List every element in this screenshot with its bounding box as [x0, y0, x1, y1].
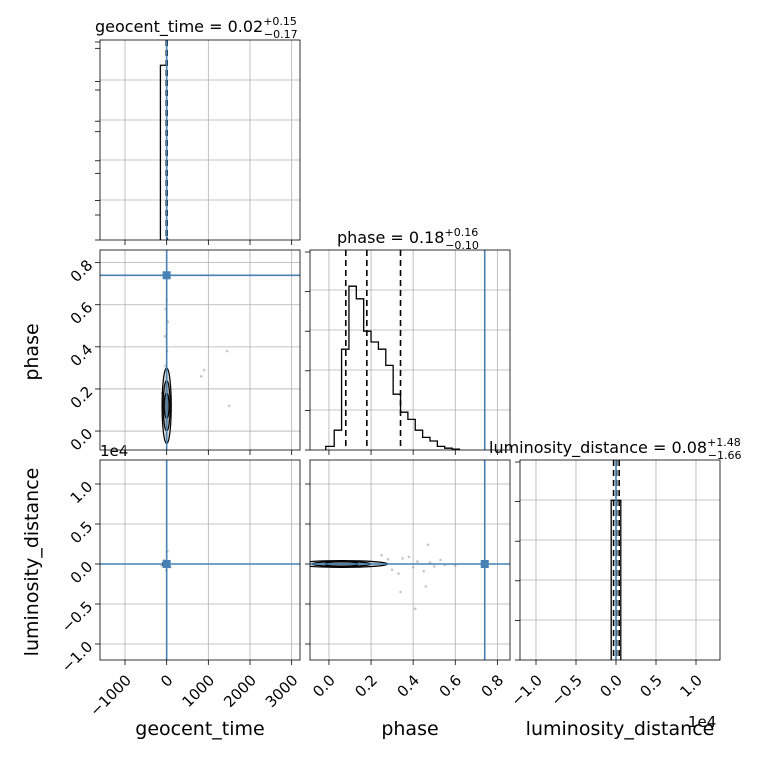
luminosity-distance-y-offset-label: 1e4: [100, 442, 128, 460]
scatter-point: [453, 564, 457, 567]
x-axis-label-geocent-time: geocent_time: [135, 718, 264, 740]
title-lower-error: −0.10: [445, 239, 479, 252]
panel-border: [519, 459, 721, 661]
panel-border: [309, 459, 511, 661]
x-tick-label: 1000: [179, 671, 219, 711]
y-axis-label-phase: phase: [21, 323, 43, 380]
scatter-point: [397, 572, 400, 575]
panel-border: [99, 459, 301, 661]
y-tick-label: −1.0: [58, 638, 96, 676]
scatter-point: [432, 565, 436, 568]
x-tick-label: 0.5: [636, 671, 666, 701]
panel-border: [99, 39, 301, 241]
title-text: phase = 0.18: [337, 228, 444, 247]
phase-title: phase = 0.18+0.16 −0.10: [337, 226, 479, 252]
x-tick-label: 0.2: [351, 671, 381, 701]
scatter-point: [413, 607, 417, 611]
y-tick-label: 0.6: [67, 298, 97, 328]
title-lower-error: −0.17: [264, 28, 298, 41]
x-axis-label-phase: phase: [381, 718, 438, 740]
y-tick-label: 1.0: [67, 478, 97, 508]
x-tick-label: 2000: [220, 671, 260, 711]
geocent-time-title: geocent_time = 0.02+0.15 −0.17: [95, 15, 298, 41]
scatter-point: [225, 349, 229, 353]
title-upper-error: +1.48: [707, 436, 741, 449]
histogram-phase: [325, 285, 461, 450]
scatter-point: [199, 375, 203, 378]
x-tick-label: 0.6: [436, 671, 466, 701]
y-tick-label: 0.5: [67, 518, 97, 548]
scatter-point: [439, 558, 442, 562]
title-text: geocent_time = 0.02: [95, 17, 263, 37]
scatter-point: [386, 557, 390, 561]
y-tick-label: −0.5: [58, 598, 96, 636]
y-tick-label: 0.4: [67, 340, 97, 370]
scatter-point: [401, 557, 404, 560]
panel-border: [99, 249, 301, 451]
scatter-point: [428, 561, 432, 564]
x-tick-label: 0.8: [478, 671, 508, 701]
y-axis-label-luminosity-distance: luminosity_distance: [21, 468, 43, 657]
scatter-point: [407, 555, 411, 559]
x-tick-label: −0.5: [547, 671, 585, 709]
x-tick-label: 0: [157, 671, 176, 690]
title-upper-error: +0.16: [444, 226, 478, 239]
scatter-point: [411, 565, 415, 569]
scatter-point: [163, 335, 167, 338]
title-text: luminosity_distance = 0.08: [489, 438, 707, 458]
scatter-point: [399, 590, 402, 594]
title-upper-error: +0.15: [263, 15, 297, 28]
x-tick-label: −1000: [86, 671, 135, 720]
luminosity-distance-title: luminosity_distance = 0.08+1.48 −1.66: [489, 436, 742, 462]
title-lower-error: −1.66: [708, 449, 742, 462]
scatter-point: [202, 368, 206, 372]
y-tick-label: 0.0: [67, 425, 97, 455]
scatter-point: [422, 569, 425, 573]
x-tick-label: 1.0: [676, 671, 706, 701]
y-tick-label: 0.2: [67, 383, 97, 413]
panel-border: [309, 249, 511, 451]
x-tick-label: 0.4: [393, 671, 423, 701]
x-tick-label: 3000: [262, 671, 302, 711]
x-tick-label: 0.0: [596, 671, 626, 701]
luminosity-distance-x-offset-label: 1e4: [688, 713, 716, 731]
y-tick-label: 0.8: [67, 256, 97, 286]
scatter-point: [416, 560, 419, 563]
scatter-point: [390, 568, 394, 571]
x-tick-label: 0.0: [309, 671, 339, 701]
truth-marker: [162, 271, 171, 280]
x-axis-label-luminosity-distance: luminosity_distance: [526, 718, 715, 740]
truth-marker: [162, 560, 171, 568]
scatter-point: [424, 585, 428, 588]
scatter-point: [380, 553, 383, 557]
truth-marker: [480, 560, 489, 568]
x-tick-label: −1.0: [507, 671, 545, 709]
y-tick-label: 0.0: [67, 558, 97, 588]
scatter-point: [426, 543, 430, 547]
scatter-point: [227, 404, 231, 408]
